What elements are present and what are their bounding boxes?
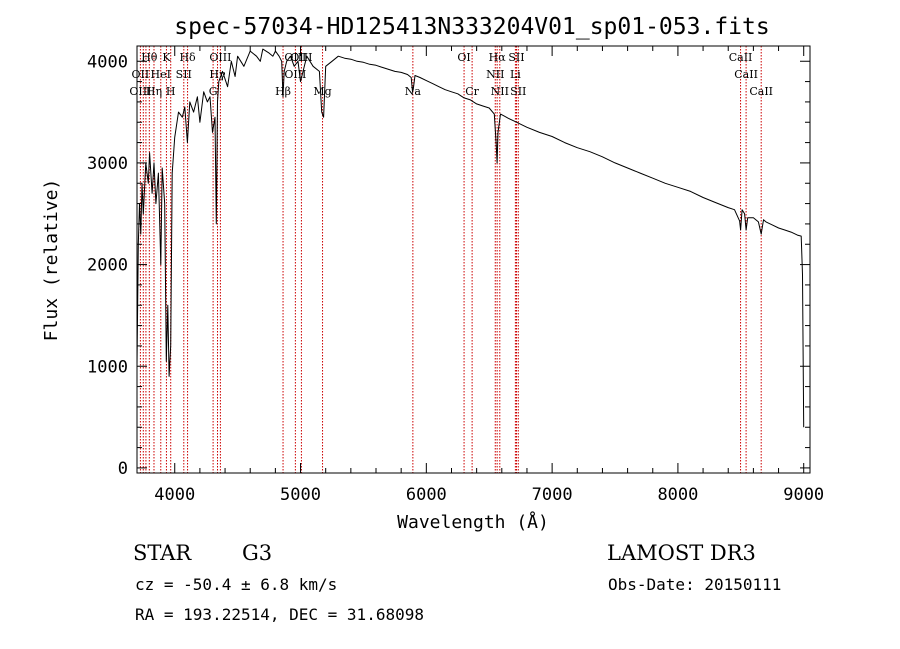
line-label: SII [510,85,526,98]
y-axis-label: Flux (relative) [41,179,62,342]
redshift-text: cz = -50.4 ± 6.8 km/s [135,575,337,594]
x-tick-label: 9000 [783,485,824,505]
object-class: STAR [133,541,192,565]
line-label: OIII [129,85,151,98]
x-tick-label: 4000 [154,485,195,505]
line-label: Cr [465,85,479,98]
line-label: SII [508,51,524,64]
line-label: OIII [290,51,312,64]
line-label: SII [176,68,192,81]
chart-title: spec-57034-HD125413N333204V01_sp01-053.f… [174,14,769,40]
obs-date: Obs-Date: 20150111 [608,575,781,594]
line-label: Li [510,68,521,81]
line-label: CaII [734,68,758,81]
x-axis-ticks: 4000 5000 6000 7000 8000 9000 [154,46,824,505]
line-label: Hγ [209,68,226,81]
x-tick-label: 7000 [532,485,573,505]
x-axis-label: Wavelength (Å) [397,511,549,533]
line-label: K [162,51,171,64]
y-tick-label: 1000 [87,357,128,377]
survey-name: LAMOST DR3 [607,541,756,565]
line-label: NII [491,85,509,98]
flux-series [136,48,805,428]
line-label: CaII [729,51,753,64]
plot-frame [136,45,811,474]
y-tick-label: 0 [118,459,128,479]
y-tick-label: 2000 [87,256,128,276]
spectral-line-markers [139,46,762,473]
spectrum-line [136,48,805,428]
line-label: OII [132,68,150,81]
line-label: OIII [284,68,306,81]
line-label: G [209,85,218,98]
line-label: H [166,85,176,98]
line-label: Hθ [141,51,158,64]
x-tick-label: 6000 [406,485,447,505]
line-label: NII [486,68,504,81]
line-label: Hη [146,85,162,98]
line-label: OIII [209,51,231,64]
y-axis-ticks: 0 1000 2000 3000 4000 [87,52,810,479]
line-label: Mg [313,85,331,98]
line-label: OI [457,51,470,64]
line-label: Hα [489,51,507,64]
y-tick-label: 4000 [87,52,128,72]
x-tick-label: 8000 [657,485,698,505]
line-label: Hδ [179,51,196,64]
coordinates: RA = 193.22514, DEC = 31.68098 [135,605,424,624]
y-tick-label: 3000 [87,154,128,174]
line-label: HeI [151,68,171,81]
x-tick-label: 5000 [280,485,321,505]
line-label: CaII [749,85,773,98]
object-subclass: G3 [242,541,272,565]
